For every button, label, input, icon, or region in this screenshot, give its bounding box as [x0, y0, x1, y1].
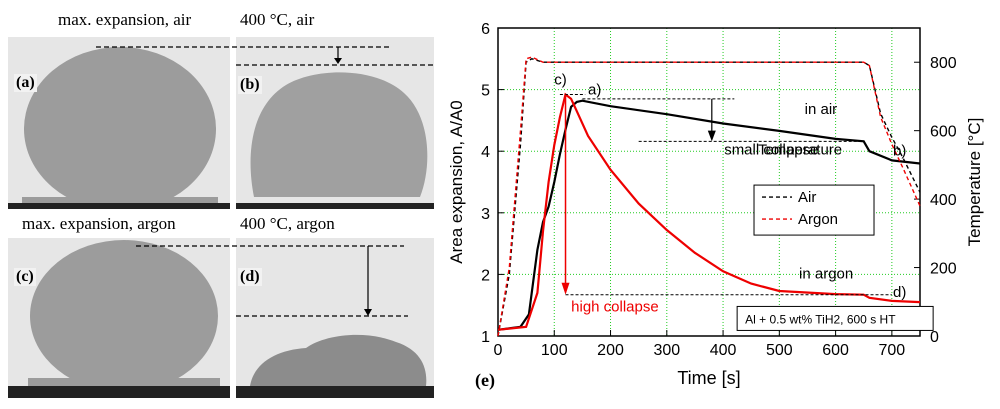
- photo-b: [236, 37, 434, 209]
- annotation: a): [588, 82, 601, 99]
- series-in-air: [497, 99, 921, 331]
- annotation: in argon: [799, 266, 853, 283]
- y2-tick-label: 600: [930, 124, 957, 141]
- note-text: Al + 0.5 wt% TiH2, 600 s HT: [745, 312, 896, 326]
- y-tick-label: 5: [481, 83, 490, 100]
- foam-d: [250, 334, 427, 386]
- annotation: in air: [805, 101, 838, 118]
- y-tick-label: 3: [481, 206, 490, 223]
- panel-label-e: (e): [475, 370, 495, 390]
- legend-entry: Argon: [798, 211, 838, 228]
- caption-d: 400 °C, argon: [240, 214, 335, 233]
- label-b: (b): [238, 76, 262, 94]
- x-tick-label: 600: [822, 342, 849, 359]
- photo-a: [8, 37, 230, 209]
- legend-title: Temperature: [758, 141, 842, 158]
- x-tick-label: 400: [710, 342, 737, 359]
- annotation: small collapse: [724, 141, 818, 158]
- x-tick-label: 500: [766, 342, 793, 359]
- plot-frame: [497, 27, 921, 337]
- annotation: d): [893, 284, 906, 301]
- photo-dashed-lines: [96, 46, 408, 317]
- y-axis-label: Area expansion, A/A0: [447, 100, 466, 264]
- y-tick-label: 4: [481, 144, 490, 161]
- series-argon: [497, 56, 921, 337]
- photo-d: [236, 238, 434, 398]
- y-tick-label: 6: [481, 21, 490, 38]
- x-tick-label: 100: [541, 342, 568, 359]
- foam-c: [30, 240, 218, 392]
- expansion-chart: 0 100 200 300 400 500 600 700 1 2 3 4 5 6 0 200 400 600 80…: [447, 21, 984, 388]
- foam-a: [24, 47, 216, 209]
- y-tick-label: 1: [481, 329, 490, 346]
- label-d: (d): [238, 268, 262, 286]
- x-tick-label: 700: [879, 342, 906, 359]
- y2-tick-label: 200: [930, 261, 957, 278]
- y2-tick-label: 0: [930, 329, 939, 346]
- annotation: b): [893, 143, 906, 160]
- label-c: (c): [14, 268, 36, 286]
- photo-c: [8, 238, 230, 398]
- arrowhead-small: [707, 130, 716, 142]
- legend-box: [753, 184, 875, 236]
- x-tick-label: 0: [494, 342, 503, 359]
- caption-b: 400 °C, air: [240, 10, 315, 29]
- y-tick-label: 2: [481, 267, 490, 284]
- legend-entry: Air: [798, 189, 816, 206]
- y2-tick-label: 400: [930, 192, 957, 209]
- x-axis-label: Time [s]: [677, 368, 740, 388]
- series-in-argon: [497, 92, 921, 331]
- note-box: [736, 305, 934, 331]
- label-a: (a): [14, 74, 37, 92]
- x-tick-label: 200: [597, 342, 624, 359]
- annotation: c): [554, 72, 567, 89]
- annotation: high collapse: [571, 298, 659, 315]
- arrowhead-high: [561, 282, 570, 295]
- foam-b: [250, 72, 428, 197]
- y2-axis-label: Temperature [°C]: [965, 118, 984, 247]
- caption-c: max. expansion, argon: [22, 214, 176, 233]
- x-tick-label: 300: [653, 342, 680, 359]
- caption-a: max. expansion, air: [58, 10, 192, 29]
- y2-tick-label: 800: [930, 55, 957, 72]
